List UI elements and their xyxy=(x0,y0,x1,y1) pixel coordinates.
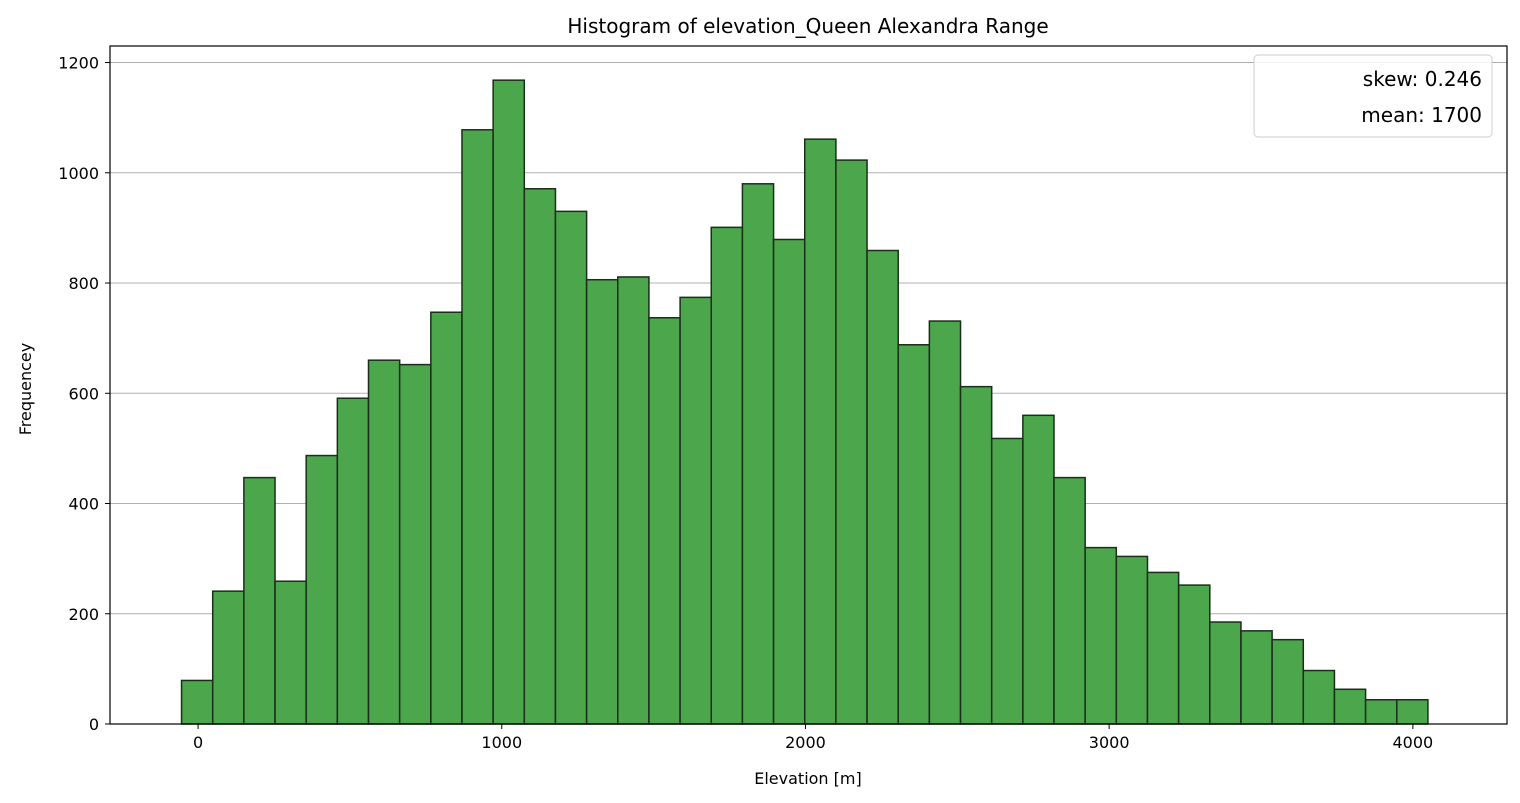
histogram-bar xyxy=(617,276,650,725)
histogram-bar xyxy=(430,311,463,725)
x-tick-label: 3000 xyxy=(1089,733,1130,752)
histogram-bar xyxy=(1146,571,1180,725)
y-tick-label: 1200 xyxy=(58,54,99,73)
y-axis-ticks: 0 200 400 600 800 1000 1200 xyxy=(58,54,110,734)
x-tick-label: 4000 xyxy=(1392,733,1433,752)
histogram-bar xyxy=(741,183,775,725)
histogram-bar xyxy=(897,344,931,725)
x-tick-label: 1000 xyxy=(481,733,522,752)
histogram-bar xyxy=(772,238,806,725)
histogram-bar xyxy=(1177,584,1211,725)
histogram-bar xyxy=(803,138,837,725)
histogram-bar xyxy=(1302,669,1336,725)
histogram-bar xyxy=(492,79,526,725)
x-axis-label: Elevation [m] xyxy=(754,769,861,788)
histogram-bar xyxy=(398,363,432,725)
y-tick-label: 1000 xyxy=(58,164,99,183)
histogram-bar xyxy=(523,188,557,725)
x-axis-ticks: 0 1000 2000 3000 4000 xyxy=(193,724,1433,752)
y-tick-label: 0 xyxy=(89,715,99,734)
histogram-bar xyxy=(928,320,962,725)
y-tick-label: 800 xyxy=(68,274,99,293)
histogram-bar xyxy=(1240,630,1273,725)
histogram-bar xyxy=(554,210,588,725)
histogram-bar xyxy=(211,590,245,725)
plot-frame xyxy=(109,45,1508,725)
histogram-bar xyxy=(1022,414,1055,725)
histogram-bar xyxy=(1271,638,1305,725)
legend-entry-mean: mean: 1700 xyxy=(1361,103,1482,127)
histogram-bar xyxy=(1333,688,1367,725)
histogram-bar xyxy=(274,580,307,725)
histogram-bar xyxy=(1396,698,1429,725)
histogram-bar xyxy=(866,249,899,725)
legend-entry-skew: skew: 0.246 xyxy=(1363,67,1482,91)
histogram-bar xyxy=(180,679,214,725)
y-tick-label: 600 xyxy=(68,384,99,403)
histogram-bar xyxy=(243,476,276,725)
histogram-bar xyxy=(336,397,370,725)
histogram-bar xyxy=(835,159,868,725)
histogram-bar xyxy=(1115,555,1149,725)
histogram-bar xyxy=(305,454,339,725)
histogram-bar xyxy=(710,226,744,725)
histogram-bar xyxy=(679,296,713,725)
legend: skew: 0.246 mean: 1700 xyxy=(1253,54,1493,138)
histogram-bar xyxy=(367,359,401,725)
y-tick-label: 200 xyxy=(68,605,99,624)
histogram-bar xyxy=(585,278,619,725)
histogram-bar xyxy=(1209,621,1242,725)
histogram-bar xyxy=(1364,698,1398,725)
histogram-bar xyxy=(990,437,1024,725)
legend-box xyxy=(1253,54,1493,138)
histogram-bar xyxy=(1084,546,1118,725)
histogram-bar xyxy=(461,129,494,725)
histogram-bar xyxy=(648,317,681,725)
y-axis-label: Frequencey xyxy=(16,343,35,436)
histogram-bars xyxy=(180,79,1429,725)
x-tick-label: 2000 xyxy=(785,733,826,752)
x-tick-label: 0 xyxy=(193,733,203,752)
y-tick-label: 400 xyxy=(68,495,99,514)
histogram-bar xyxy=(1053,476,1086,725)
chart-title: Histogram of elevation_Queen Alexandra R… xyxy=(567,14,1048,38)
histogram-bar xyxy=(959,385,993,725)
